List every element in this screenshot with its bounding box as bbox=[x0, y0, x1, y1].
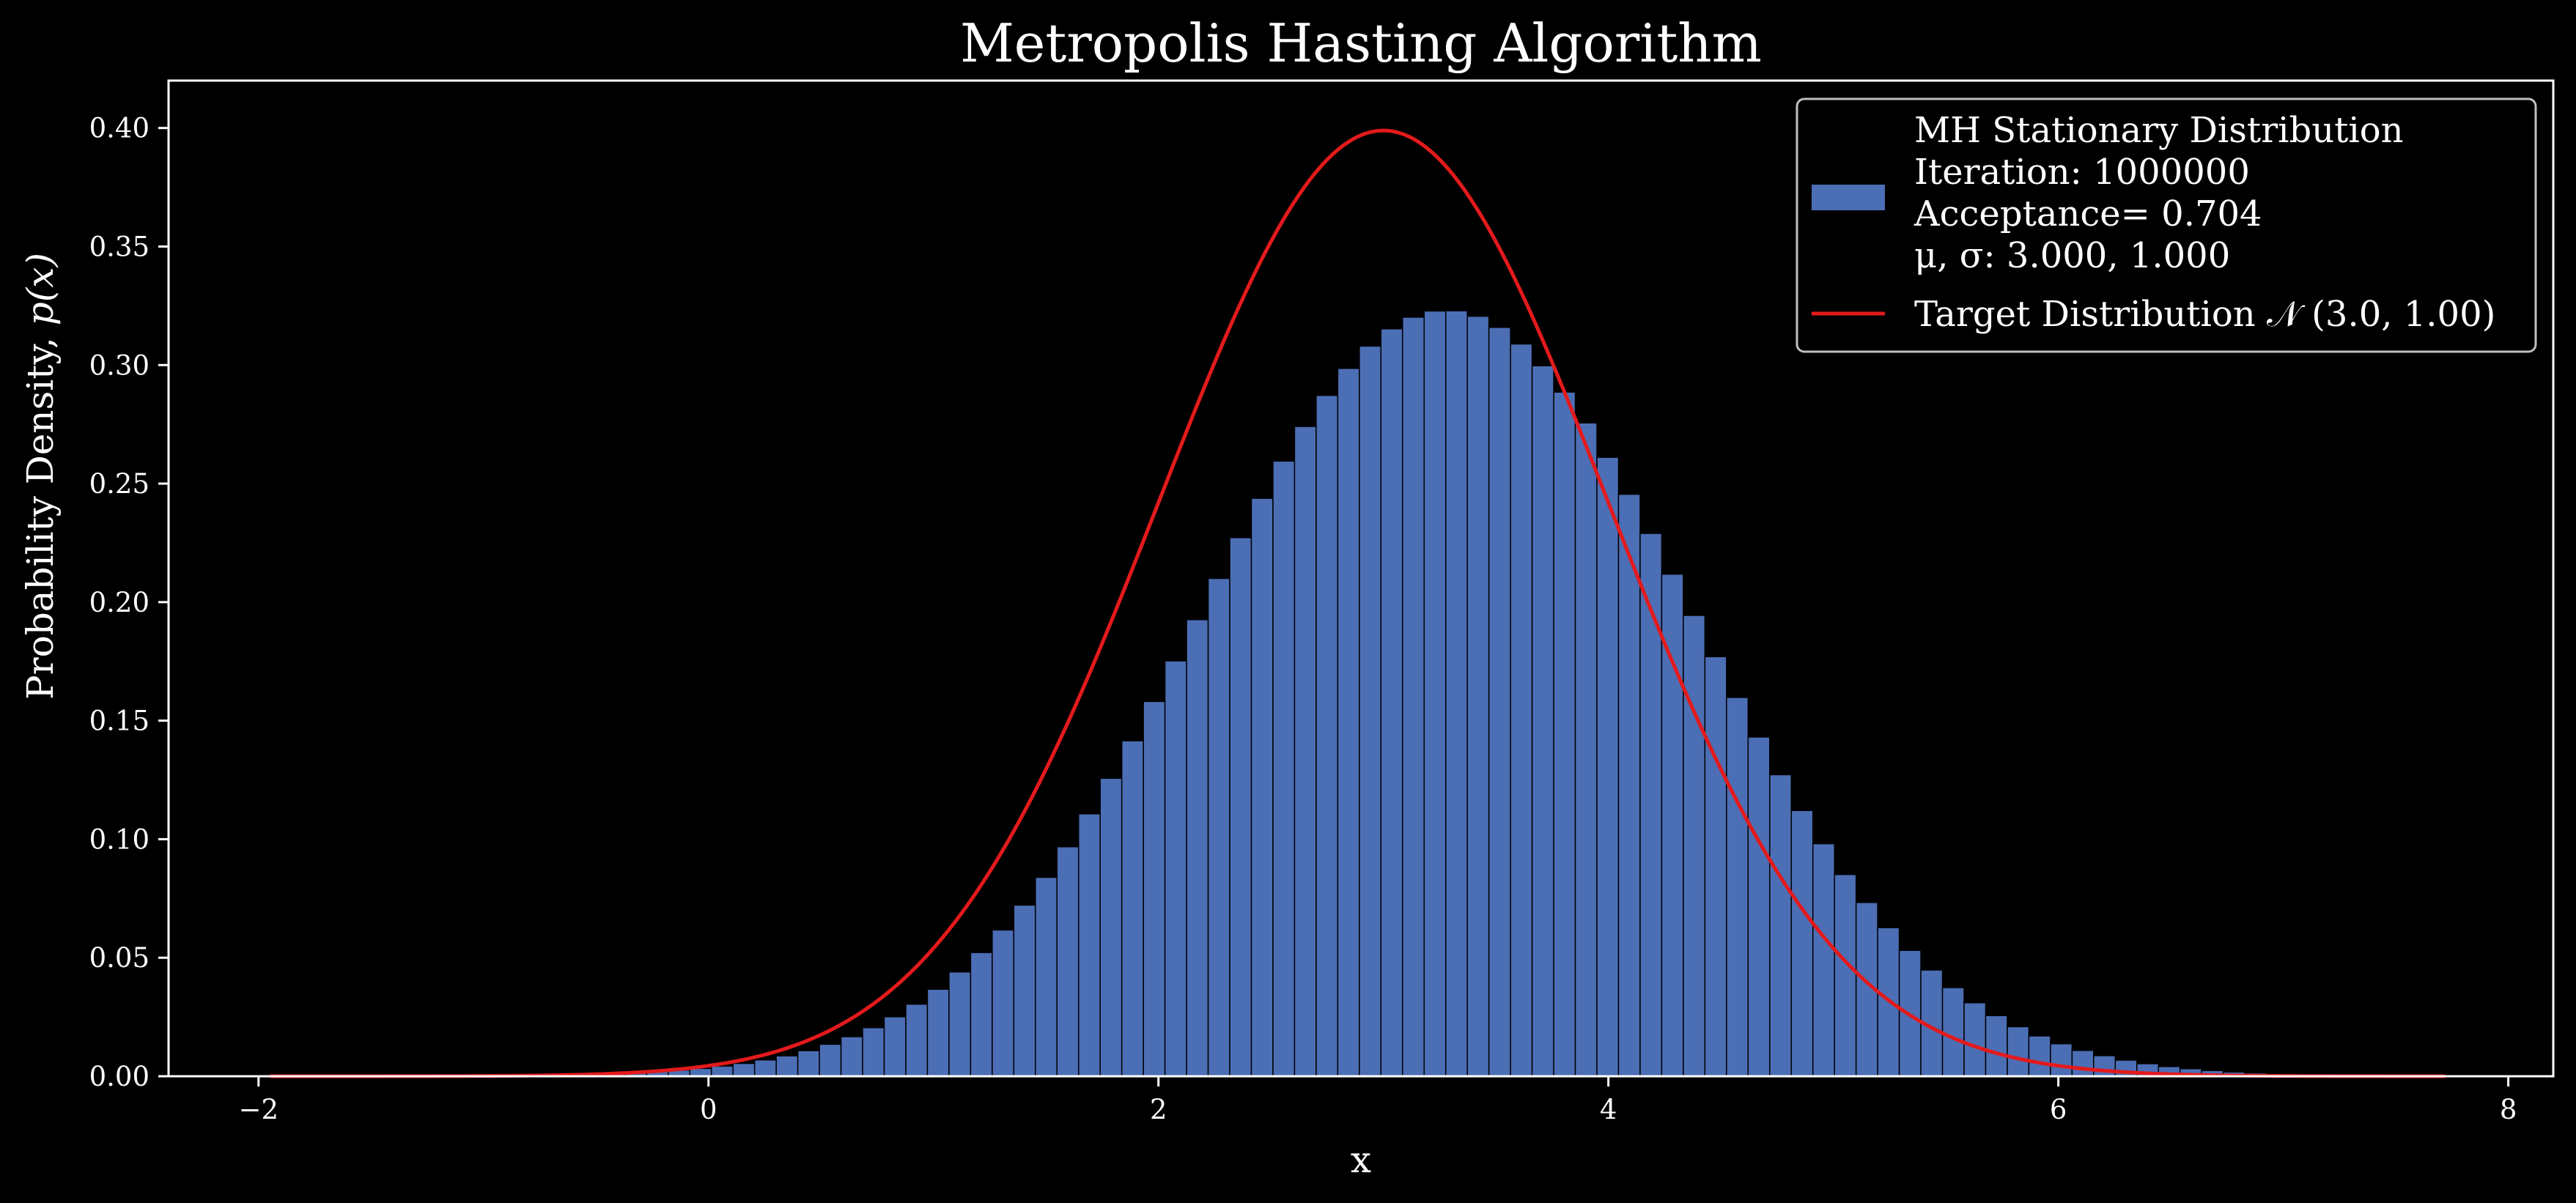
y-axis-label-prefix: Probability Density, bbox=[19, 325, 62, 700]
histogram-bar bbox=[1683, 615, 1706, 1077]
legend-histogram-swatch bbox=[1812, 185, 1885, 210]
histogram-bar bbox=[1726, 697, 1749, 1077]
target-curve-layer bbox=[270, 128, 2446, 1078]
histogram-bar bbox=[775, 1055, 799, 1077]
histogram-bar bbox=[840, 1036, 863, 1077]
histogram-bar bbox=[970, 952, 993, 1077]
histogram-bar bbox=[1747, 736, 1771, 1077]
histogram-bar bbox=[711, 1065, 734, 1077]
histogram-bar bbox=[862, 1026, 885, 1077]
legend-histogram-line-1: MH Stationary Distribution bbox=[1914, 110, 2404, 151]
histogram-bar bbox=[732, 1062, 756, 1077]
histogram-bar bbox=[689, 1067, 712, 1077]
histogram-bar bbox=[1444, 310, 1468, 1077]
y-tick-label: 0.35 bbox=[89, 232, 150, 263]
legend-curve-label: Target Distribution 𝒩 (3.0, 1.00) bbox=[1914, 294, 2495, 335]
histogram-bar bbox=[2028, 1035, 2051, 1077]
histogram-bar bbox=[1769, 774, 1793, 1077]
histogram-bar bbox=[926, 988, 950, 1077]
histogram-bar bbox=[1920, 969, 1944, 1077]
histogram-bar bbox=[1380, 328, 1403, 1077]
histogram-bar bbox=[2050, 1043, 2073, 1077]
y-axis-label: Probability Density, p(x) bbox=[19, 253, 62, 700]
histogram-bar bbox=[2007, 1026, 2030, 1077]
target-distribution-curve bbox=[270, 128, 2446, 1078]
histogram-bar bbox=[1963, 1002, 1987, 1077]
histogram-bar bbox=[1121, 740, 1144, 1077]
y-axis-ticks: 0.00 0.05 0.10 0.15 0.20 0.25 0.30 0.35 0.40 bbox=[89, 113, 169, 1092]
histogram-bar bbox=[905, 1003, 929, 1077]
x-tick-label: 2 bbox=[1150, 1094, 1167, 1125]
histogram-bar bbox=[753, 1059, 777, 1077]
histogram-bar bbox=[1617, 493, 1641, 1077]
histogram-bar bbox=[797, 1050, 820, 1077]
histogram-bar bbox=[1315, 394, 1339, 1077]
histogram-bar bbox=[883, 1016, 907, 1077]
y-tick-label: 0.20 bbox=[89, 587, 150, 618]
x-tick-label: 0 bbox=[700, 1094, 717, 1125]
x-tick-label: 6 bbox=[2050, 1094, 2067, 1125]
y-tick-label: 0.10 bbox=[89, 823, 150, 855]
histogram-bar bbox=[2093, 1055, 2116, 1077]
histogram-bar bbox=[1553, 391, 1576, 1077]
legend: MH Stationary Distribution Iteration: 10… bbox=[1796, 97, 2537, 353]
histogram-bar bbox=[1531, 365, 1554, 1077]
histogram-bar bbox=[948, 971, 972, 1077]
x-tick-label: −2 bbox=[239, 1094, 279, 1125]
y-tick-label: 0.00 bbox=[89, 1061, 150, 1092]
x-axis-label: x bbox=[1351, 1139, 1371, 1181]
y-tick-label: 0.30 bbox=[89, 349, 150, 381]
y-axis-label-math: p(x) bbox=[19, 253, 62, 325]
histogram-bar bbox=[1466, 315, 1490, 1077]
histogram-bar bbox=[1574, 422, 1598, 1077]
histogram-bar bbox=[1056, 846, 1080, 1077]
chart-title: Metropolis Hasting Algorithm bbox=[960, 12, 1762, 74]
x-axis-ticks: −2 0 2 4 6 8 bbox=[239, 1076, 2517, 1125]
legend-histogram-line-2: Iteration: 1000000 bbox=[1914, 152, 2250, 193]
histogram-bar bbox=[1596, 456, 1620, 1077]
histogram-bar bbox=[1639, 533, 1663, 1077]
histogram-bar bbox=[1402, 317, 1425, 1077]
histogram-bar bbox=[1250, 497, 1274, 1077]
histogram-bars bbox=[365, 310, 2462, 1077]
y-tick-label: 0.25 bbox=[89, 468, 150, 500]
histogram-bar bbox=[819, 1043, 842, 1077]
histogram-bar bbox=[1834, 873, 1857, 1077]
histogram-bar bbox=[1143, 700, 1166, 1077]
histogram-bar bbox=[1661, 573, 1684, 1077]
histogram-bar bbox=[2071, 1049, 2095, 1077]
histogram-bar bbox=[1337, 368, 1360, 1077]
histogram-bar bbox=[1186, 619, 1209, 1077]
histogram-bar bbox=[1035, 876, 1058, 1077]
histogram-bar bbox=[1510, 343, 1533, 1077]
legend-histogram-line-4: μ, σ: 3.000, 1.000 bbox=[1914, 235, 2230, 276]
y-tick-label: 0.05 bbox=[89, 942, 150, 974]
histogram-bar bbox=[1077, 813, 1101, 1077]
histogram-bar bbox=[1207, 577, 1230, 1077]
histogram-bar bbox=[1423, 310, 1447, 1077]
histogram-bar bbox=[1941, 987, 1965, 1077]
histogram-bar bbox=[1272, 460, 1296, 1077]
histogram-bar bbox=[1359, 345, 1382, 1077]
y-tick-label: 0.15 bbox=[89, 706, 150, 737]
histogram-bar bbox=[1164, 660, 1187, 1077]
histogram-bar bbox=[1099, 777, 1123, 1077]
histogram-bar bbox=[1293, 426, 1317, 1077]
x-tick-label: 8 bbox=[2500, 1094, 2517, 1125]
histogram-bar bbox=[992, 929, 1015, 1077]
histogram-bar bbox=[1013, 904, 1036, 1077]
histogram-bar bbox=[1790, 810, 1814, 1077]
histogram-bar bbox=[1704, 656, 1727, 1077]
y-tick-label: 0.40 bbox=[89, 113, 150, 144]
histogram-bar bbox=[1229, 537, 1252, 1077]
histogram-bar bbox=[1985, 1015, 2008, 1077]
legend-histogram-line-3: Acceptance= 0.704 bbox=[1913, 193, 2262, 234]
histogram-bar bbox=[1488, 327, 1511, 1077]
x-tick-label: 4 bbox=[1600, 1094, 1617, 1125]
plot-frame bbox=[167, 79, 2555, 1078]
legend-frame bbox=[1796, 97, 2537, 353]
histogram-bar bbox=[1812, 843, 1835, 1077]
